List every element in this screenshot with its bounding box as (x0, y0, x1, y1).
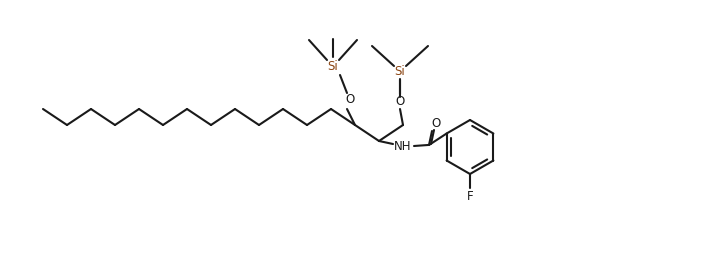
Text: O: O (431, 116, 441, 129)
Text: NH: NH (395, 140, 412, 153)
Text: Si: Si (328, 60, 338, 73)
Text: Si: Si (395, 64, 405, 77)
Text: O: O (345, 93, 355, 106)
Text: O: O (395, 94, 404, 107)
Text: F: F (467, 190, 473, 203)
